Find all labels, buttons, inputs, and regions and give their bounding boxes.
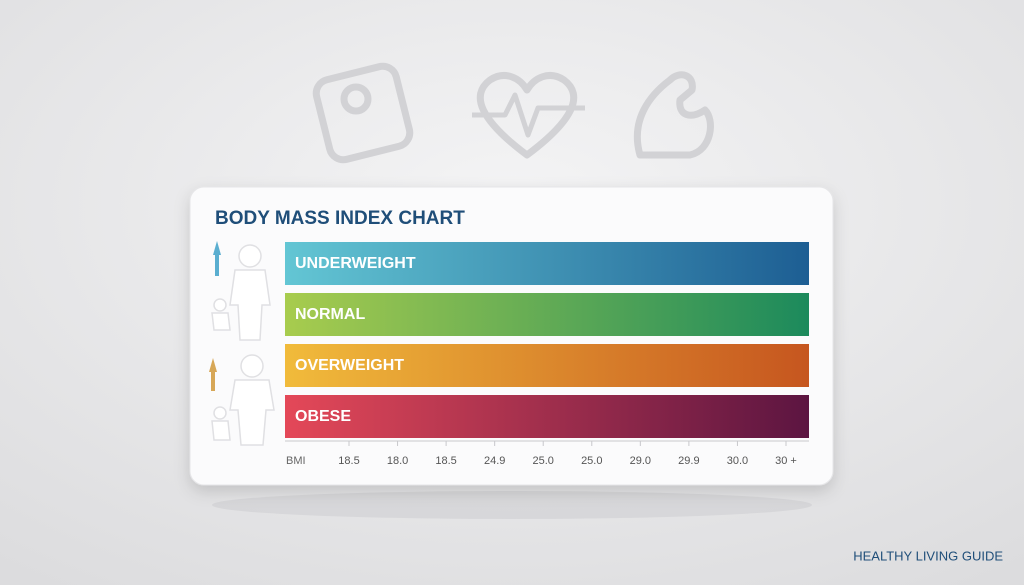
tick-label: 29.0	[630, 455, 651, 467]
figure-body	[229, 269, 271, 341]
figure-body	[229, 379, 275, 446]
child-body	[211, 420, 231, 441]
figure-head	[240, 354, 264, 378]
icons	[312, 62, 714, 164]
tick-label: 29.9	[678, 455, 699, 467]
bmi-bar	[285, 395, 809, 438]
arrow-stem	[215, 254, 219, 276]
child-body	[211, 312, 231, 331]
bmi-bar	[285, 242, 809, 285]
bar-label: OBESE	[295, 408, 351, 425]
tick-label: 18.0	[387, 455, 408, 467]
child-head	[213, 406, 227, 420]
tick-label: 18.5	[435, 455, 456, 467]
bmi-bar	[285, 344, 809, 387]
arrow-up	[213, 241, 221, 255]
tick-label: 30.0	[727, 455, 748, 467]
tick-label: 18.5	[338, 455, 359, 467]
scale-label: BMI	[286, 455, 306, 467]
figures	[209, 241, 275, 446]
arm-icon	[633, 71, 714, 159]
footer-text: HEALTHY LIVING GUIDE	[853, 548, 1003, 563]
bmi-bar	[285, 293, 809, 336]
tick-label: 30 +	[775, 455, 797, 467]
arrow-up	[209, 358, 217, 372]
bar-label: NORMAL	[295, 306, 365, 323]
figure-head	[238, 244, 262, 268]
arrow-stem	[211, 371, 215, 391]
child-head	[213, 298, 227, 312]
pulse-line	[472, 92, 585, 138]
card-shadow	[212, 491, 812, 519]
bar-label: OVERWEIGHT	[295, 357, 404, 374]
tick-label: 25.0	[581, 455, 602, 467]
tick-label: 25.0	[533, 455, 554, 467]
tick-label: 24.9	[484, 455, 505, 467]
scale-dial	[340, 83, 372, 115]
scale-icon	[312, 62, 414, 164]
bar-label: UNDERWEIGHT	[295, 255, 416, 272]
heart-icon	[476, 72, 578, 159]
chart-title: BODY MASS INDEX CHART	[215, 208, 465, 229]
